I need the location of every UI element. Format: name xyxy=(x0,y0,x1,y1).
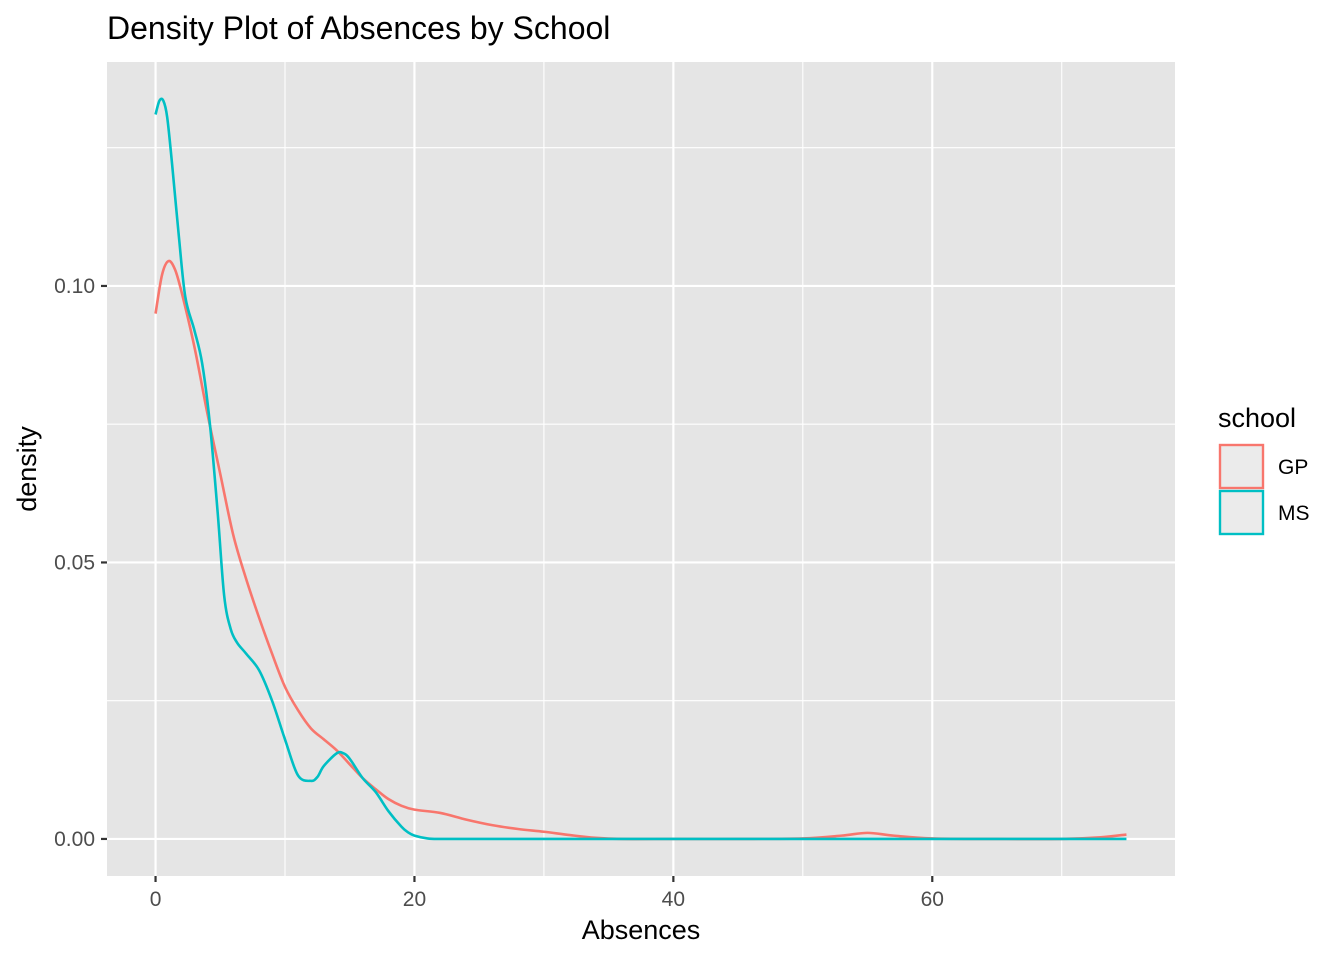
y-axis-title: density xyxy=(12,426,42,512)
legend-key-ms xyxy=(1218,489,1265,536)
legend-label: MS xyxy=(1278,502,1310,525)
plot-panel xyxy=(107,62,1175,876)
y-axis: 0.00 0.05 0.10 xyxy=(54,275,107,851)
y-tick-label: 0.10 xyxy=(54,275,95,298)
series-line-ms xyxy=(154,97,1127,841)
series-layer xyxy=(154,97,1127,841)
y-tick-label: 0.05 xyxy=(54,551,95,574)
x-tick-label: 20 xyxy=(403,888,426,911)
legend-swatch xyxy=(1218,443,1265,490)
major-gridlines xyxy=(107,62,1175,876)
x-tick-label: 40 xyxy=(662,888,685,911)
series-line-gp xyxy=(154,259,1127,841)
x-tick-label: 60 xyxy=(921,888,944,911)
x-axis-title: Absences xyxy=(582,915,701,945)
legend-items: GP MS xyxy=(1218,443,1310,536)
y-tick-label: 0.00 xyxy=(54,828,95,851)
legend-swatch xyxy=(1218,489,1265,536)
legend-title: school xyxy=(1218,403,1296,433)
x-tick-label: 0 xyxy=(150,888,162,911)
legend-key-gp xyxy=(1218,443,1265,490)
minor-gridlines xyxy=(107,62,1175,876)
x-axis: 0 20 40 60 xyxy=(150,876,944,911)
legend: school GP MS xyxy=(1218,403,1310,536)
legend-label: GP xyxy=(1278,456,1308,479)
chart-title: Density Plot of Absences by School xyxy=(107,10,610,46)
